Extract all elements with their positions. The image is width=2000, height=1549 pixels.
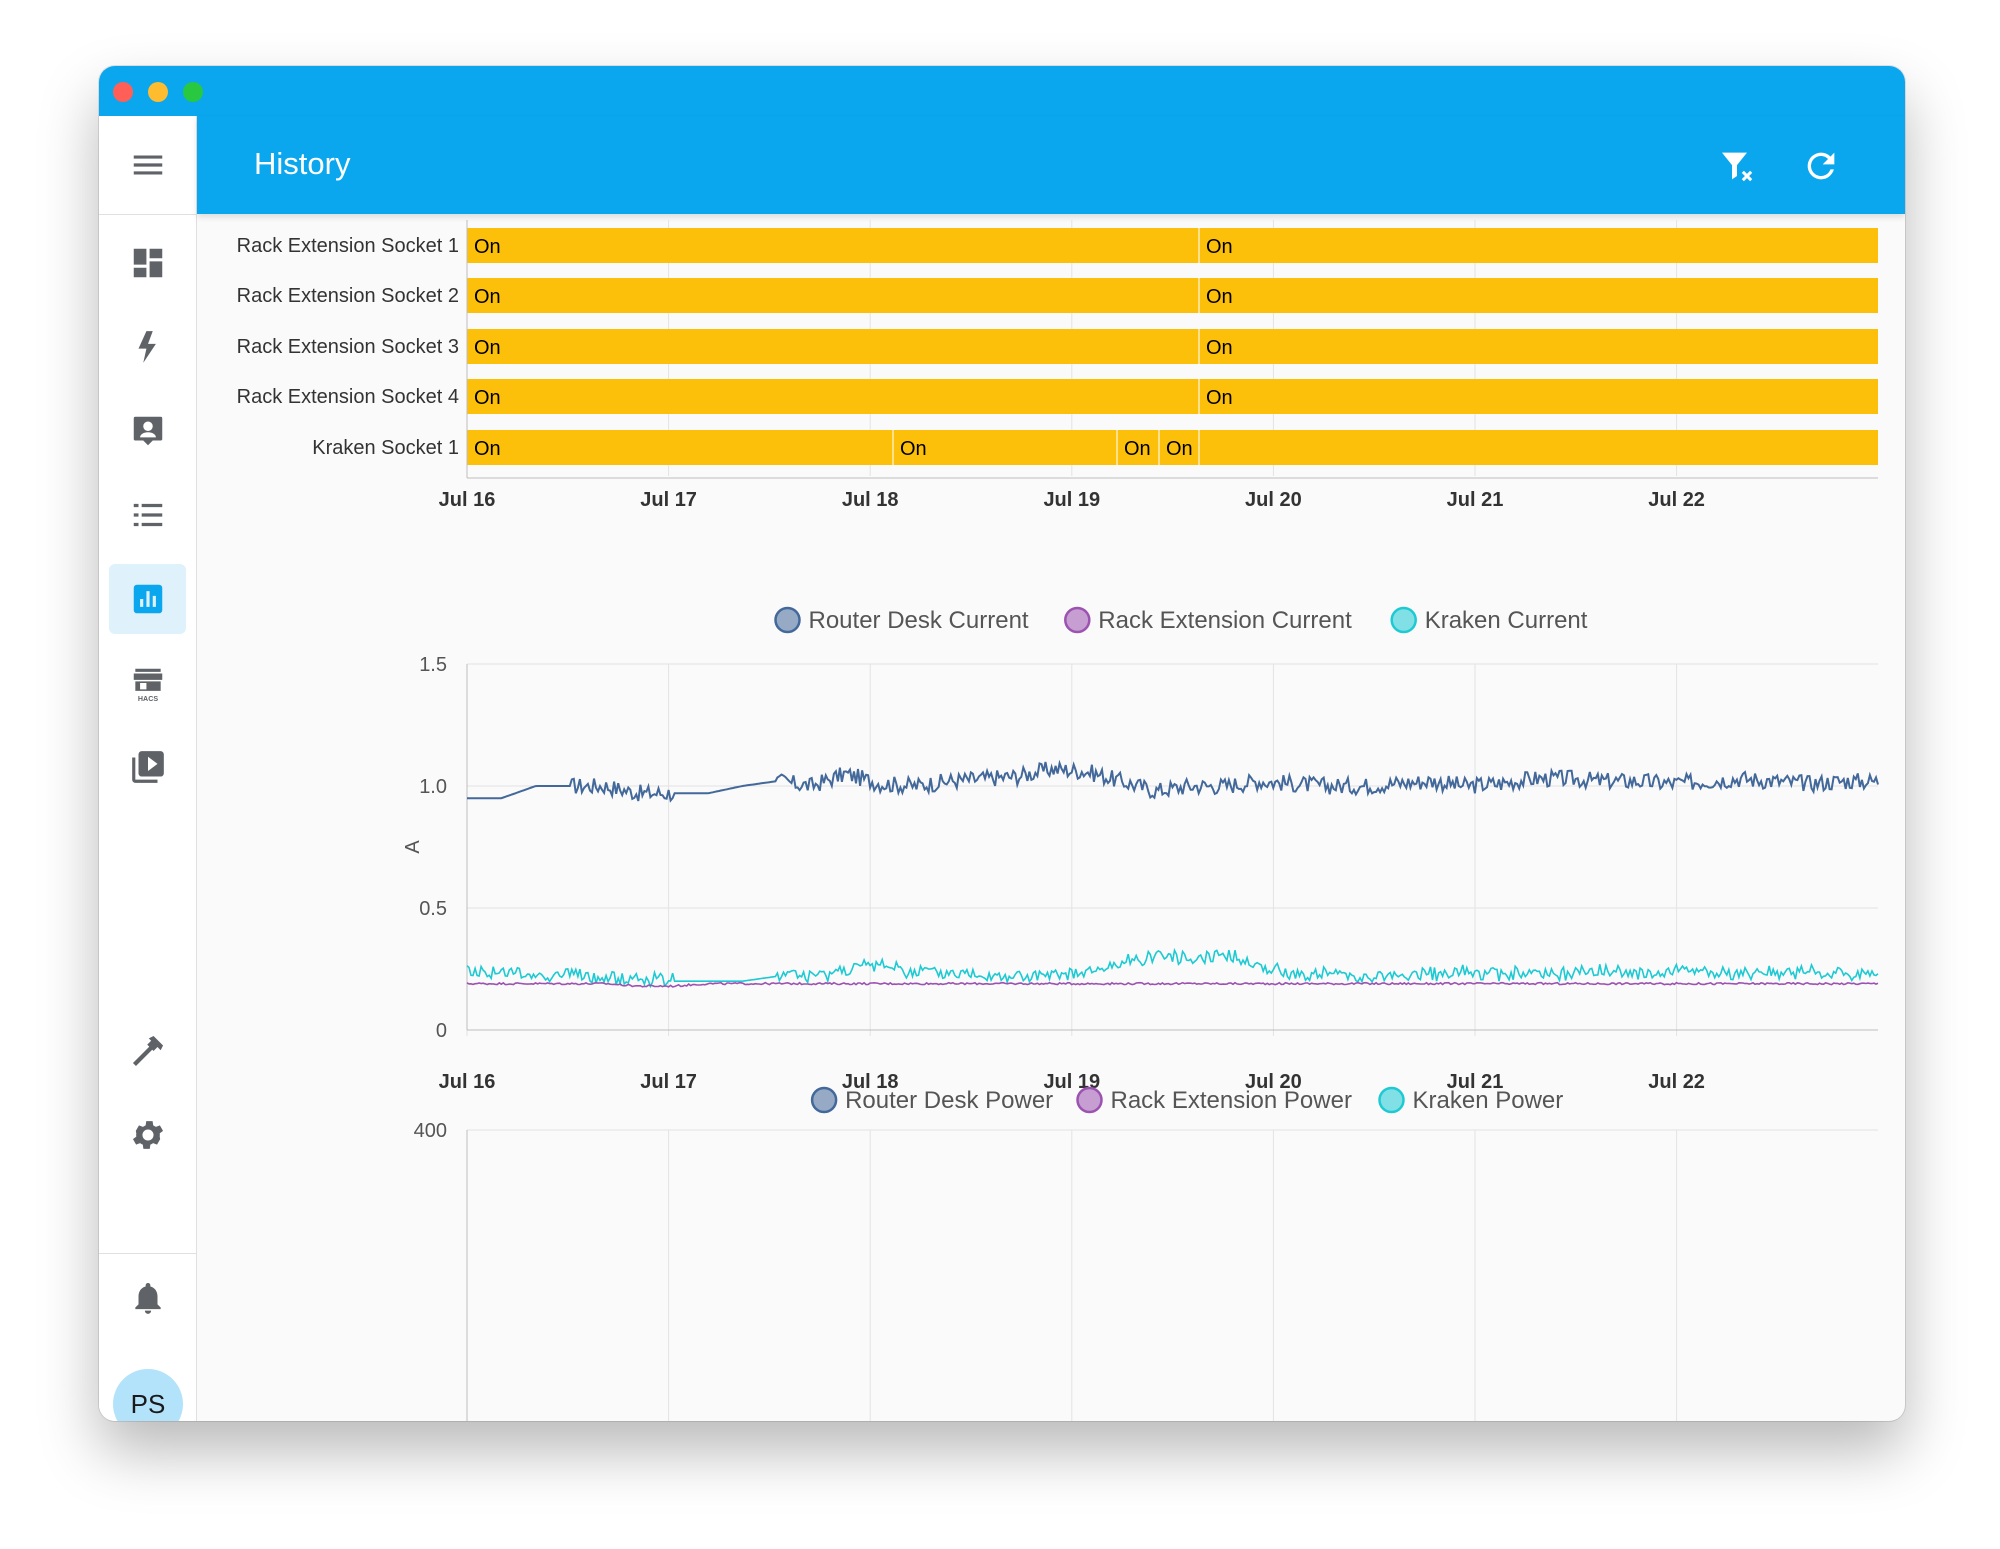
timeline-row-label: Rack Extension Socket 1 [237, 235, 459, 257]
current-x-tick-label: Jul 18 [842, 1071, 899, 1093]
current-series-line [466, 947, 1879, 989]
timeline-state-label: On [474, 286, 501, 308]
timeline-x-tick-label: Jul 19 [1043, 489, 1100, 511]
play-box-multiple-icon [131, 751, 164, 783]
svg-text:HACS: HACS [137, 695, 157, 702]
sidebar-divider [99, 1253, 196, 1254]
current-series-line [466, 981, 1879, 988]
current-legend-swatch [1064, 606, 1091, 634]
bell-icon [134, 1282, 161, 1314]
current-legend-swatch [774, 606, 801, 634]
sidebar-item-history[interactable] [109, 564, 186, 634]
current-legend-swatch [1390, 606, 1417, 634]
current-x-tick-label: Jul 21 [1447, 1071, 1504, 1093]
menu-icon [133, 155, 162, 175]
current-legend-label: Router Desk Current [809, 607, 1029, 634]
timeline-state-label: On [474, 387, 501, 409]
app-window: HACS PS History Rack Extension Socket 1 O… [99, 66, 1905, 1421]
timeline-x-tick-label: Jul 16 [439, 489, 496, 511]
timeline-x-tick-label: Jul 20 [1245, 489, 1302, 511]
avatar[interactable]: PS [113, 1369, 183, 1421]
timeline-x-tick-label: Jul 21 [1447, 489, 1504, 511]
page-title: History [254, 146, 351, 181]
timeline-state-label: On [1206, 387, 1233, 409]
window-zoom-button[interactable] [183, 82, 203, 102]
sidebar-item-developer-tools[interactable] [109, 1016, 186, 1086]
history-content: Rack Extension Socket 1 On On Rack Extensio… [197, 214, 1905, 1421]
current-x-tick-label: Jul 22 [1648, 1071, 1705, 1093]
power-legend-label: Rack Extension Power [1111, 1087, 1352, 1114]
timeline-row-label: Rack Extension Socket 4 [237, 386, 459, 408]
sidebar-item-people[interactable] [109, 396, 186, 466]
current-x-tick-label: Jul 20 [1245, 1071, 1302, 1093]
current-x-tick-label: Jul 16 [439, 1071, 496, 1093]
format-list-icon [133, 503, 162, 527]
clear-filter-button[interactable] [1713, 142, 1761, 190]
timeline-state-label: On [1206, 236, 1233, 258]
timeline-state-label: On [900, 438, 927, 460]
sidebar-item-hacs[interactable]: HACS [109, 648, 186, 718]
sidebar-item-settings[interactable] [109, 1100, 186, 1170]
current-y-tick-label: 1.0 [419, 776, 447, 798]
sidebar-item-media[interactable] [109, 732, 186, 802]
sidebar-item-logbook[interactable] [109, 480, 186, 550]
timeline-x-tick-label: Jul 17 [640, 489, 697, 511]
timeline-row-label: Rack Extension Socket 2 [237, 285, 459, 307]
sidebar-item-overview[interactable] [109, 228, 186, 298]
current-x-tick-label: Jul 17 [640, 1071, 697, 1093]
power-legend-swatch [1076, 1086, 1103, 1114]
current-y-axis-title: A [402, 840, 424, 854]
window-titlebar [99, 66, 1905, 116]
timeline-state-label: On [474, 438, 501, 460]
power-legend-swatch [1378, 1086, 1405, 1114]
timeline-state-bar [467, 278, 1878, 313]
chart-box-icon [133, 584, 162, 614]
refresh-icon [1807, 152, 1835, 180]
sidebar-menu-row [99, 116, 196, 215]
refresh-button[interactable] [1797, 142, 1845, 190]
app-toolbar: History [197, 116, 1905, 214]
timeline-x-tick-label: Jul 22 [1648, 489, 1705, 511]
power-legend-label: Router Desk Power [845, 1087, 1053, 1114]
timeline-state-label: On [474, 236, 501, 258]
timeline-state-label: On [474, 337, 501, 359]
filter-remove-icon [1722, 152, 1753, 182]
window-minimize-button[interactable] [148, 82, 168, 102]
timeline-state-label: On [1166, 438, 1193, 460]
power-y-tick-label: 400 [414, 1120, 447, 1142]
timeline-x-tick-label: Jul 18 [842, 489, 899, 511]
lightning-bolt-icon [138, 331, 156, 363]
current-y-tick-label: 0.5 [419, 898, 447, 920]
current-y-tick-label: 0 [436, 1020, 447, 1042]
timeline-state-label: On [1206, 286, 1233, 308]
current-legend-label: Kraken Current [1425, 607, 1588, 634]
current-series-line [467, 759, 1879, 803]
current-legend-label: Rack Extension Current [1098, 607, 1352, 634]
dashboard-icon [133, 248, 162, 278]
current-y-tick-label: 1.5 [419, 654, 447, 676]
timeline-state-label: On [1206, 337, 1233, 359]
hacs-store-icon: HACS [133, 668, 162, 702]
gear-icon [132, 1121, 163, 1149]
timeline-row-label: Kraken Socket 1 [312, 437, 459, 459]
timeline-state-bar [467, 430, 1878, 465]
window-close-button[interactable] [113, 82, 133, 102]
timeline-row-label: Rack Extension Socket 3 [237, 336, 459, 358]
hammer-icon [132, 1035, 163, 1067]
sidebar: HACS PS [99, 116, 197, 1421]
timeline-state-bar [467, 379, 1878, 414]
power-legend-label: Kraken Power [1413, 1087, 1564, 1114]
account-box-icon [133, 416, 162, 446]
sidebar-item-energy[interactable] [109, 312, 186, 382]
timeline-state-bar [467, 228, 1878, 263]
timeline-state-bar [467, 329, 1878, 364]
power-legend-swatch [810, 1086, 838, 1114]
menu-toggle-button[interactable] [109, 130, 186, 200]
timeline-state-label: On [1124, 438, 1151, 460]
history-charts: Rack Extension Socket 1 On On Rack Extensio… [237, 220, 1879, 1421]
notifications-button[interactable] [109, 1263, 186, 1333]
